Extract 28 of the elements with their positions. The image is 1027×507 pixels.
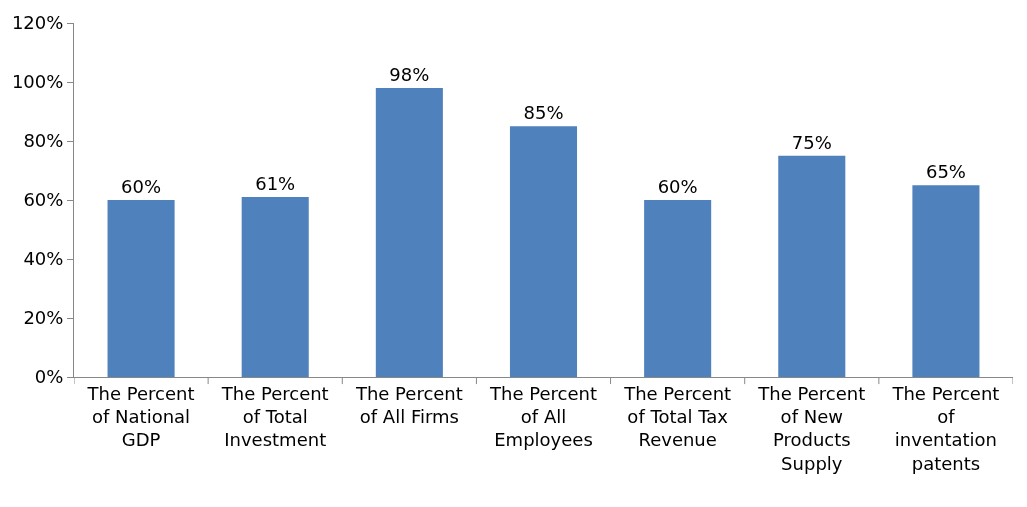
y-tick-label: 40%	[23, 248, 64, 270]
y-tick-label: 80%	[23, 130, 64, 152]
data-label: 60%	[121, 176, 162, 197]
data-label: 61%	[255, 173, 296, 195]
y-tick-label: 120%	[11, 12, 64, 34]
y-tick-label: 0%	[34, 366, 64, 388]
bar	[644, 200, 712, 377]
y-tick-label: 60%	[23, 189, 64, 211]
bar	[509, 126, 578, 377]
bar	[375, 87, 443, 377]
bar	[778, 155, 846, 377]
bar	[241, 197, 309, 377]
y-tick-label: 100%	[11, 71, 64, 93]
y-tick-label: 20%	[23, 307, 64, 329]
x-tick-label: The Percent of All Firms	[354, 382, 463, 427]
bar	[107, 200, 175, 377]
x-tick-label: The Percent of New Products Supply	[757, 382, 866, 474]
x-tick-label: The Percent of Total Tax Revenue	[623, 382, 732, 451]
x-tick-label: The Percent of National GDP	[86, 382, 195, 451]
x-tick-label: The Percent of inventation patents	[891, 382, 1000, 474]
data-label: 98%	[389, 63, 430, 85]
data-label: 75%	[791, 131, 832, 153]
x-tick-label: The Percent of All Employees	[489, 382, 597, 451]
data-label: 65%	[925, 161, 966, 183]
data-label: 60%	[657, 176, 698, 197]
bar	[912, 185, 980, 377]
data-label: 85%	[523, 102, 564, 124]
x-tick-label: The Percent of Total Investment	[220, 382, 329, 451]
